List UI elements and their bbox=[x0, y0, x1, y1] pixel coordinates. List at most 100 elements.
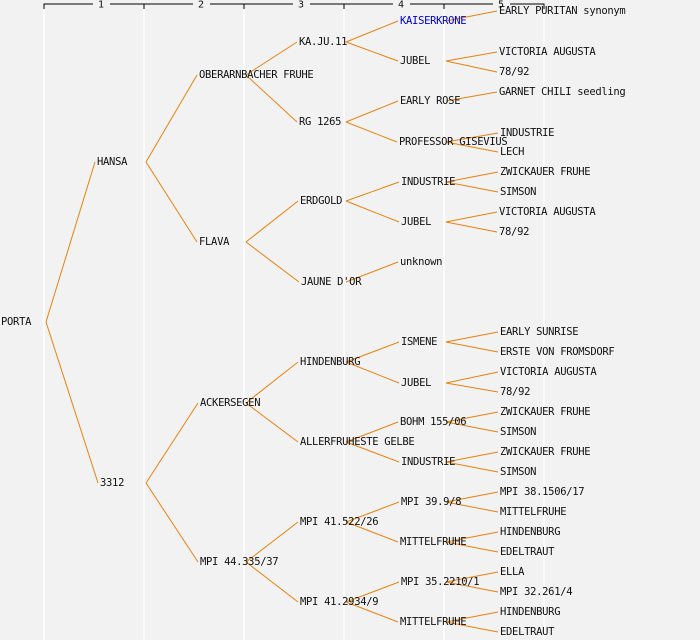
node-label-zwickauer-fruhe-1: ZWICKAUER FRUHE bbox=[500, 166, 590, 178]
generation-number: 5 bbox=[498, 0, 504, 11]
edge-jubel-c--n78-92-3 bbox=[445, 382, 499, 393]
generation-number: 2 bbox=[198, 0, 204, 11]
edge-rg-1265--early-rose bbox=[345, 100, 399, 123]
edge-jubel-b--victoria-augusta-2 bbox=[445, 211, 498, 223]
node-label-garnet-chili: GARNET CHILI seedling bbox=[499, 86, 625, 98]
node-label-victoria-augusta-1: VICTORIA AUGUSTA bbox=[499, 46, 596, 58]
node-label-porta: PORTA bbox=[1, 316, 32, 328]
node-label-industrie-a: INDUSTRIE bbox=[401, 176, 455, 188]
generation-number-bg bbox=[193, 0, 210, 9]
node-label-ismene: ISMENE bbox=[401, 336, 437, 348]
node-label-mpi-35-2210-1: MPI 35.2210/1 bbox=[401, 576, 479, 588]
node-label-industrie-5: INDUSTRIE bbox=[500, 127, 554, 139]
node-label-edeltraut-a: EDELTRAUT bbox=[500, 546, 555, 558]
node-label-victoria-augusta-2: VICTORIA AUGUSTA bbox=[499, 206, 596, 218]
node-label-zwickauer-fruhe-3: ZWICKAUER FRUHE bbox=[500, 446, 590, 458]
edge-mpi-41-2934-9--mittelfruhe-b bbox=[345, 601, 399, 623]
node-label-hindenburg-5a: HINDENBURG bbox=[500, 526, 560, 538]
edge-oberarnbacher-fruhe--rg-1265 bbox=[245, 74, 298, 123]
node-label-jubel-a: JUBEL bbox=[400, 55, 430, 67]
node-label-hansa: HANSA bbox=[97, 156, 128, 168]
edge-industrie-a--zwickauer-fruhe-1 bbox=[445, 171, 499, 183]
edge-flava--jaune-d-or bbox=[245, 241, 300, 283]
edge-ka-ju-11--kaiserkrone bbox=[345, 20, 399, 43]
node-label-n78-92-2: 78/92 bbox=[499, 226, 529, 238]
edge-hansa--oberarnbacher-fruhe bbox=[145, 74, 198, 163]
node-label-jubel-b: JUBEL bbox=[401, 216, 431, 228]
edge-porta--n3312 bbox=[45, 321, 99, 484]
edge-jubel-a--victoria-augusta-1 bbox=[445, 51, 498, 62]
node-label-hindenburg-3: HINDENBURG bbox=[300, 356, 360, 368]
edge-rg-1265--professor-gisevius bbox=[345, 121, 398, 143]
edge-ka-ju-11--jubel-a bbox=[345, 41, 399, 62]
edge-kaiserkrone--early-puritan bbox=[445, 10, 498, 22]
edge-industrie-b--zwickauer-fruhe-3 bbox=[445, 451, 499, 463]
edge-mpi-39-9-8--mpi-38-1506-17 bbox=[445, 491, 499, 503]
edge-mpi-44-335-37--mpi-41-2934-9 bbox=[245, 561, 299, 603]
generation-number-bg bbox=[493, 0, 510, 9]
edge-mittelfruhe-b--hindenburg-5b bbox=[445, 611, 499, 623]
node-label-industrie-b: INDUSTRIE bbox=[401, 456, 455, 468]
node-label-unknown: unknown bbox=[400, 256, 442, 268]
edge-flava--erdgold bbox=[245, 200, 299, 243]
node-label-edeltraut-b: EDELTRAUT bbox=[500, 626, 555, 638]
edge-ackersegen--allerfruheste-gelbe bbox=[245, 402, 299, 443]
edge-mpi-41-2934-9--mpi-35-2210-1 bbox=[345, 581, 400, 603]
edge-hindenburg-3--jubel-c bbox=[345, 361, 400, 384]
node-label-oberarnbacher-fruhe: OBERARNBACHER FRUHE bbox=[199, 69, 313, 81]
node-label-early-puritan: EARLY PURITAN synonym bbox=[499, 5, 625, 17]
node-label-jaune-d-or: JAUNE D'OR bbox=[301, 276, 362, 288]
node-label-mpi-39-9-8: MPI 39.9/8 bbox=[401, 496, 461, 508]
edge-professor-gisevius--lech bbox=[445, 141, 499, 153]
edge-n3312--mpi-44-335-37 bbox=[145, 482, 199, 563]
node-label-n78-92-3: 78/92 bbox=[500, 386, 530, 398]
node-label-mpi-41-2934-9: MPI 41.2934/9 bbox=[300, 596, 378, 608]
generation-number: 3 bbox=[298, 0, 304, 11]
node-label-early-sunrise: EARLY SUNRISE bbox=[500, 326, 578, 338]
node-label-zwickauer-fruhe-2: ZWICKAUER FRUHE bbox=[500, 406, 590, 418]
node-label-mittelfruhe-a: MITTELFRUHE bbox=[400, 536, 466, 548]
edge-erdgold--jubel-b bbox=[345, 200, 400, 223]
edge-ismene--early-sunrise bbox=[445, 331, 499, 343]
node-label-mpi-41-522-26: MPI 41.522/26 bbox=[300, 516, 378, 528]
node-label-mittelfruhe-b: MITTELFRUHE bbox=[400, 616, 466, 628]
edge-ackersegen--hindenburg-3 bbox=[245, 361, 299, 404]
node-label-mpi-38-1506-17: MPI 38.1506/17 bbox=[500, 486, 584, 498]
generation-number-bg bbox=[393, 0, 410, 9]
edge-jubel-c--victoria-augusta-3 bbox=[445, 371, 499, 384]
edge-industrie-a--simson-1 bbox=[445, 181, 499, 193]
edge-mpi-35-2210-1--mpi-32-261-4 bbox=[445, 581, 499, 593]
node-label-jubel-c: JUBEL bbox=[401, 377, 431, 389]
edge-ismene--erste-von-fromsdorf bbox=[445, 341, 499, 353]
edge-jubel-a--n78-92-1 bbox=[445, 60, 498, 73]
node-label-early-rose: EARLY ROSE bbox=[400, 95, 460, 107]
edge-mpi-44-335-37--mpi-41-522-26 bbox=[245, 521, 299, 563]
edge-mpi-41-522-26--mpi-39-9-8 bbox=[345, 501, 400, 523]
node-label-flava: FLAVA bbox=[199, 236, 230, 248]
edge-porta--hansa bbox=[45, 161, 96, 323]
node-label-mpi-32-261-4: MPI 32.261/4 bbox=[500, 586, 572, 598]
edge-hansa--flava bbox=[145, 161, 198, 243]
node-label-bohm-155-06: BOHM 155/06 bbox=[400, 416, 466, 428]
edge-erdgold--industrie-a bbox=[345, 181, 400, 202]
node-label-simson-2: SIMSON bbox=[500, 426, 536, 438]
node-label-professor-gisevius: PROFESSOR GISEVIUS bbox=[399, 136, 507, 148]
edge-professor-gisevius--industrie-5 bbox=[445, 132, 499, 143]
node-label-ella: ELLA bbox=[500, 566, 525, 578]
node-label-victoria-augusta-3: VICTORIA AUGUSTA bbox=[500, 366, 597, 378]
node-label-kaiserkrone[interactable]: KAISERKRONE bbox=[400, 15, 467, 27]
generation-number-bg bbox=[93, 0, 110, 9]
edge-bohm-155-06--zwickauer-fruhe-2 bbox=[445, 411, 499, 423]
edge-bohm-155-06--simson-2 bbox=[445, 421, 499, 433]
edge-mpi-35-2210-1--ella bbox=[445, 571, 499, 583]
edge-n3312--ackersegen bbox=[145, 402, 199, 484]
edge-oberarnbacher-fruhe--ka-ju-11 bbox=[245, 41, 298, 76]
node-label-ackersegen: ACKERSEGEN bbox=[200, 397, 260, 409]
node-label-erdgold: ERDGOLD bbox=[300, 195, 342, 207]
node-label-mpi-44-335-37: MPI 44.335/37 bbox=[200, 556, 278, 568]
generation-number-bg bbox=[293, 0, 310, 9]
node-label-lech: LECH bbox=[500, 146, 524, 158]
edge-jubel-b--n78-92-2 bbox=[445, 221, 498, 233]
